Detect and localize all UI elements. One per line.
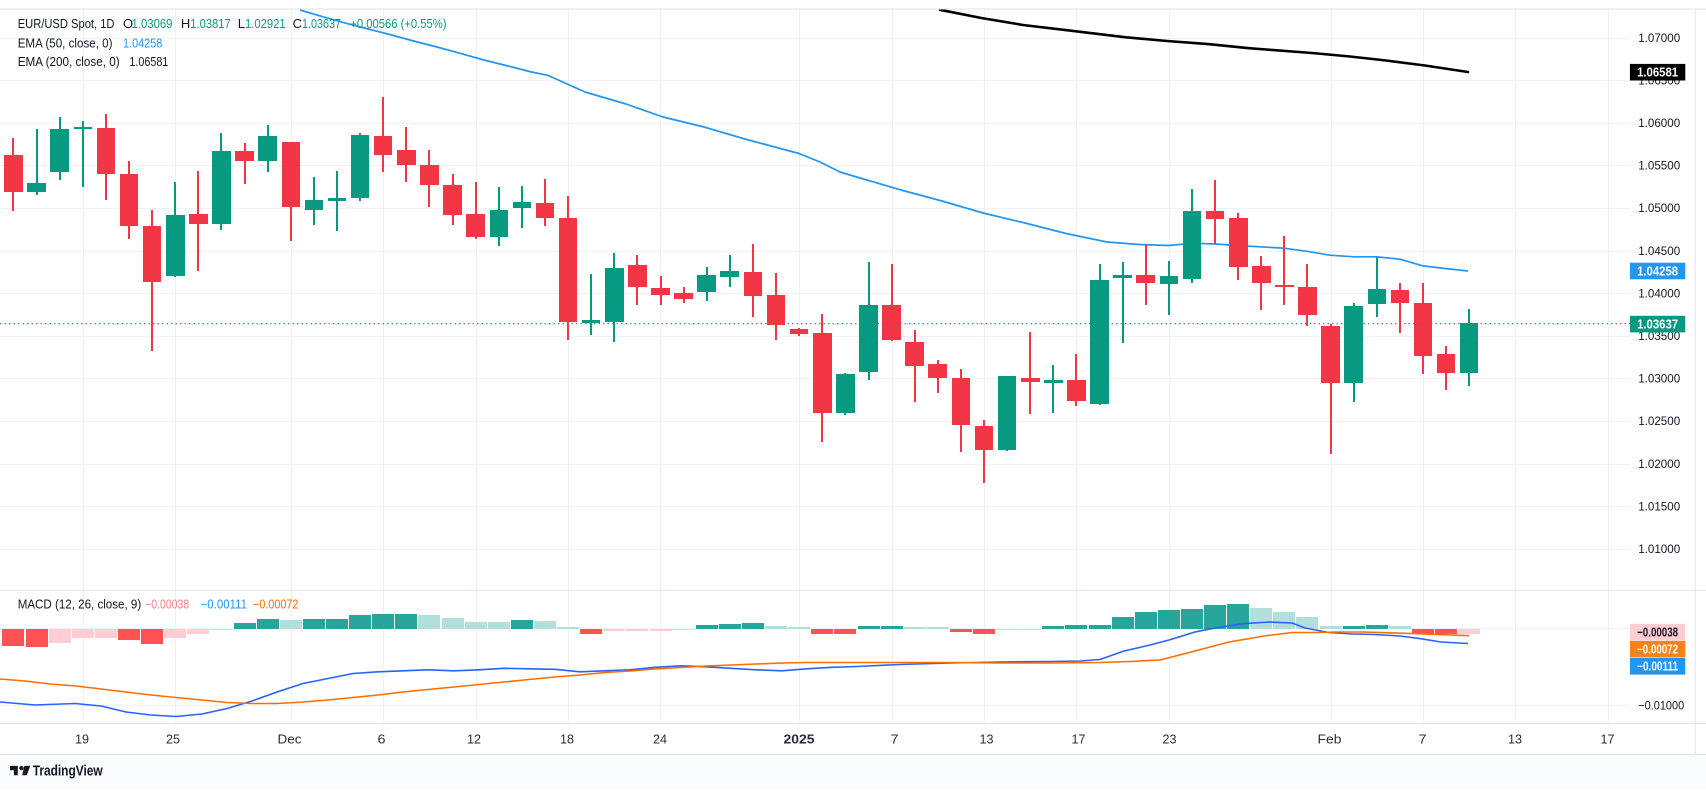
svg-text:1.02500: 1.02500 [1638, 414, 1680, 428]
svg-text:1.03637: 1.03637 [1637, 317, 1678, 331]
svg-text:23: 23 [1163, 732, 1177, 746]
svg-text:C: C [293, 16, 302, 31]
svg-text:1.02000: 1.02000 [1638, 457, 1680, 471]
svg-text:1.06581: 1.06581 [129, 55, 168, 69]
svg-text:1.03069: 1.03069 [132, 16, 173, 31]
svg-text:1.04258: 1.04258 [123, 37, 162, 51]
svg-text:13: 13 [980, 732, 994, 746]
svg-text:1.03000: 1.03000 [1638, 372, 1680, 386]
svg-text:12: 12 [467, 732, 481, 746]
svg-text:+0.00566 (+0.55%): +0.00566 (+0.55%) [350, 16, 446, 31]
svg-text:−0.00072: −0.00072 [1637, 643, 1678, 657]
svg-text:1.07000: 1.07000 [1638, 31, 1680, 45]
svg-text:13: 13 [1508, 732, 1522, 746]
svg-text:24: 24 [653, 732, 667, 746]
svg-text:1.05000: 1.05000 [1638, 201, 1680, 215]
svg-text:1.03500: 1.03500 [1638, 329, 1680, 343]
svg-text:1.04500: 1.04500 [1638, 244, 1680, 258]
svg-text:MACD (12, 26, close, 9): MACD (12, 26, close, 9) [18, 597, 142, 611]
svg-text:19: 19 [75, 732, 89, 746]
svg-text:EMA (50, close, 0): EMA (50, close, 0) [18, 37, 113, 51]
svg-text:7: 7 [1419, 732, 1427, 746]
svg-text:O: O [123, 16, 133, 31]
svg-text:EUR/USD Spot, 1D: EUR/USD Spot, 1D [18, 16, 115, 31]
svg-text:25: 25 [166, 732, 180, 746]
svg-text:Dec: Dec [278, 732, 302, 746]
svg-text:1.06000: 1.06000 [1638, 116, 1680, 130]
svg-text:−0.00072: −0.00072 [253, 597, 298, 611]
svg-text:1.04000: 1.04000 [1638, 286, 1680, 300]
svg-text:1.03817: 1.03817 [190, 16, 230, 31]
svg-text:1.01000: 1.01000 [1638, 542, 1680, 556]
svg-text:17: 17 [1072, 732, 1086, 746]
svg-text:−0.00038: −0.00038 [145, 597, 189, 611]
svg-text:1.01500: 1.01500 [1638, 499, 1680, 513]
svg-text:−0.00111: −0.00111 [1637, 660, 1678, 674]
svg-text:−0.01000: −0.01000 [1638, 699, 1684, 713]
svg-text:−0.00038: −0.00038 [1637, 626, 1678, 640]
svg-text:7: 7 [891, 732, 899, 746]
svg-text:1.04258: 1.04258 [1637, 264, 1678, 278]
svg-text:1.05500: 1.05500 [1638, 159, 1680, 173]
svg-text:2025: 2025 [784, 732, 815, 746]
svg-text:6: 6 [378, 732, 386, 746]
svg-text:17: 17 [1601, 732, 1615, 746]
svg-text:Feb: Feb [1318, 732, 1342, 746]
svg-text:1.06581: 1.06581 [1637, 66, 1678, 80]
svg-text:−0.00111: −0.00111 [201, 597, 247, 611]
svg-text:EMA (200, close, 0): EMA (200, close, 0) [18, 55, 120, 69]
svg-text:18: 18 [560, 732, 574, 746]
svg-text:TradingView: TradingView [33, 763, 104, 779]
svg-text:L: L [238, 16, 245, 31]
svg-text:1.02921: 1.02921 [245, 16, 286, 31]
svg-text:1.03637: 1.03637 [302, 16, 341, 31]
svg-text:H: H [181, 16, 190, 31]
